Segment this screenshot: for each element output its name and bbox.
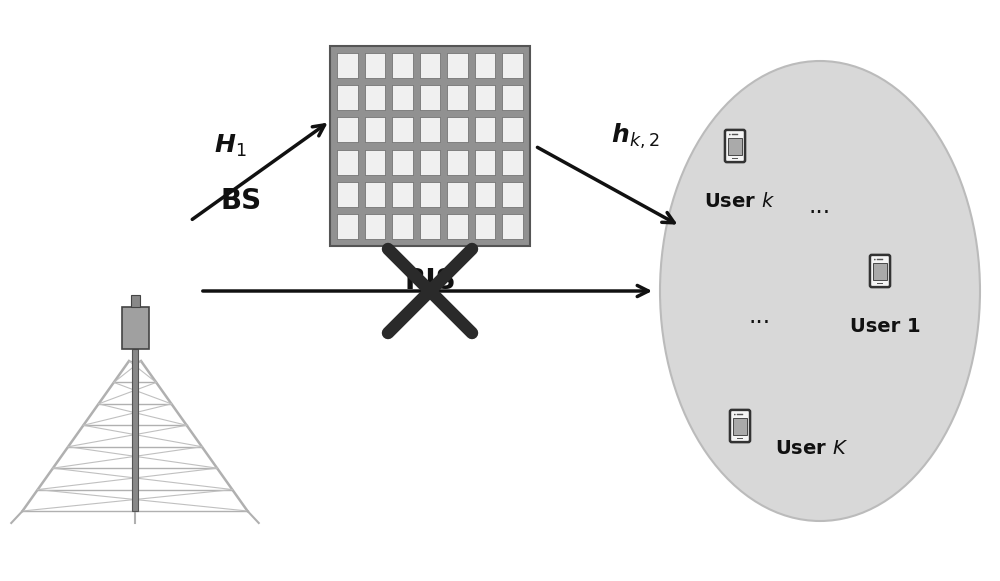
Bar (447, 149, 468, 175)
Bar (420, 117, 440, 142)
Text: User 1: User 1 (850, 317, 920, 336)
Bar (737, 414, 743, 415)
Bar (447, 117, 468, 142)
Bar (131, 295, 140, 307)
Bar (365, 53, 385, 78)
Bar (873, 263, 887, 281)
Bar (877, 283, 883, 284)
Text: RIS: RIS (404, 267, 456, 295)
Bar (732, 134, 738, 135)
Bar (475, 182, 495, 207)
Bar (475, 85, 495, 110)
Circle shape (874, 259, 876, 260)
Bar (475, 214, 495, 239)
Bar (502, 53, 523, 78)
Bar (420, 149, 440, 175)
Bar (502, 214, 523, 239)
Text: BS: BS (220, 187, 261, 215)
Bar (447, 214, 468, 239)
Bar (337, 182, 358, 207)
Bar (365, 117, 385, 142)
Text: ...: ... (749, 304, 771, 328)
FancyBboxPatch shape (870, 255, 890, 287)
Text: User $k$: User $k$ (704, 192, 776, 211)
Text: User $K$: User $K$ (775, 439, 848, 457)
Text: $\boldsymbol{h}_{k,2}$: $\boldsymbol{h}_{k,2}$ (611, 121, 659, 150)
Text: $\boldsymbol{H}_1$: $\boldsymbol{H}_1$ (214, 133, 246, 159)
Bar (330, 46, 530, 246)
Bar (392, 85, 413, 110)
Bar (502, 117, 523, 142)
Bar (733, 418, 747, 435)
Bar (420, 85, 440, 110)
Bar (392, 117, 413, 142)
Bar (502, 85, 523, 110)
Bar (420, 182, 440, 207)
Bar (877, 259, 883, 260)
Bar (365, 149, 385, 175)
Bar (447, 53, 468, 78)
Bar (337, 53, 358, 78)
Bar (502, 182, 523, 207)
Bar (737, 438, 743, 439)
Bar (475, 53, 495, 78)
Bar (337, 85, 358, 110)
Bar (365, 214, 385, 239)
Bar (337, 214, 358, 239)
Bar (420, 214, 440, 239)
Bar (475, 117, 495, 142)
Bar (447, 85, 468, 110)
Bar (337, 117, 358, 142)
Bar (475, 149, 495, 175)
Circle shape (734, 414, 736, 415)
Bar (122, 307, 148, 349)
Bar (502, 149, 523, 175)
Bar (337, 149, 358, 175)
Bar (447, 182, 468, 207)
Bar (392, 149, 413, 175)
Bar (392, 182, 413, 207)
Circle shape (729, 134, 731, 135)
Bar (392, 214, 413, 239)
Bar (392, 53, 413, 78)
FancyBboxPatch shape (730, 410, 750, 442)
Bar (420, 53, 440, 78)
Bar (132, 349, 138, 511)
Bar (365, 85, 385, 110)
FancyBboxPatch shape (725, 130, 745, 162)
Bar (728, 138, 742, 156)
Bar (732, 158, 738, 159)
Text: ...: ... (809, 194, 831, 218)
Ellipse shape (660, 61, 980, 521)
Bar (365, 182, 385, 207)
